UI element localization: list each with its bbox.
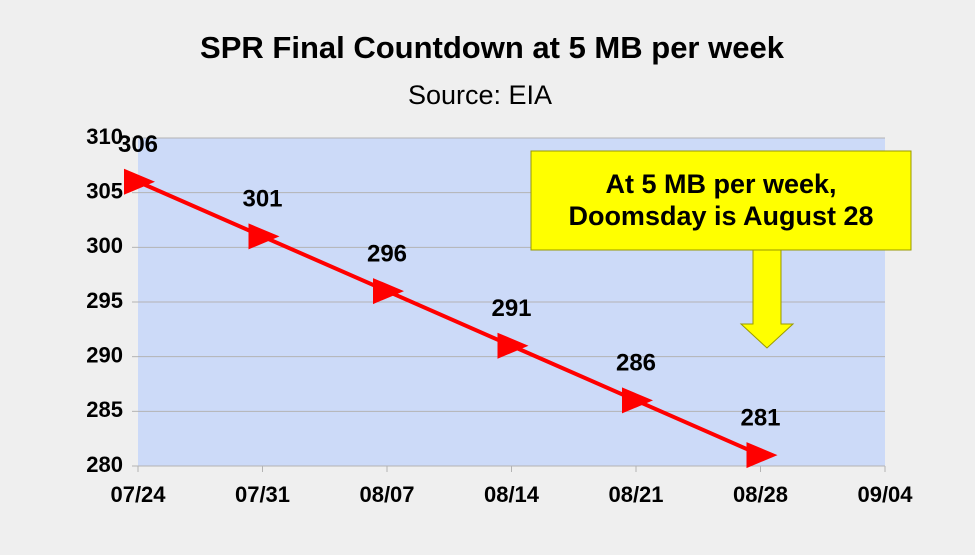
data-label: 306 [118,131,158,158]
marker [124,168,155,195]
chart-subtitle: Source: EIA [408,80,552,110]
x-tick-label: 08/14 [484,482,540,507]
data-label: 286 [616,350,656,377]
y-tick-label: 290 [86,342,123,367]
x-tick-label: 08/07 [359,482,414,507]
line [137,179,762,457]
x-tick-label: 08/21 [608,482,663,507]
x-tick-label: 08/28 [733,482,788,507]
annotation-text: Doomsday is August 28 [568,201,873,231]
y-tick-label: 300 [86,233,123,258]
data-label: 281 [740,404,780,431]
chart-title: SPR Final Countdown at 5 MB per week [200,30,785,65]
x-tick-label: 07/31 [235,482,290,507]
y-tick-label: 285 [86,397,123,422]
marker [622,387,653,414]
x-tick-label: 09/04 [857,482,913,507]
y-tick-label: 310 [86,124,123,149]
marker [373,278,404,305]
marks: 306 301 296 291 286 281 [118,131,781,469]
marker [248,223,280,250]
y-tick-label: 305 [86,178,123,203]
annotation-box [530,150,912,251]
data-label: 291 [491,295,531,322]
data-label: 296 [367,240,407,267]
y-tick-label: 280 [86,452,123,477]
marker [497,332,529,359]
x-tick-label: 07/24 [110,482,166,507]
marker [746,442,778,469]
data-label: 301 [242,186,282,213]
y-tick-label: 295 [86,288,123,313]
annotation-arrow [739,249,795,349]
annotation-text: At 5 MB per week, [605,169,836,199]
